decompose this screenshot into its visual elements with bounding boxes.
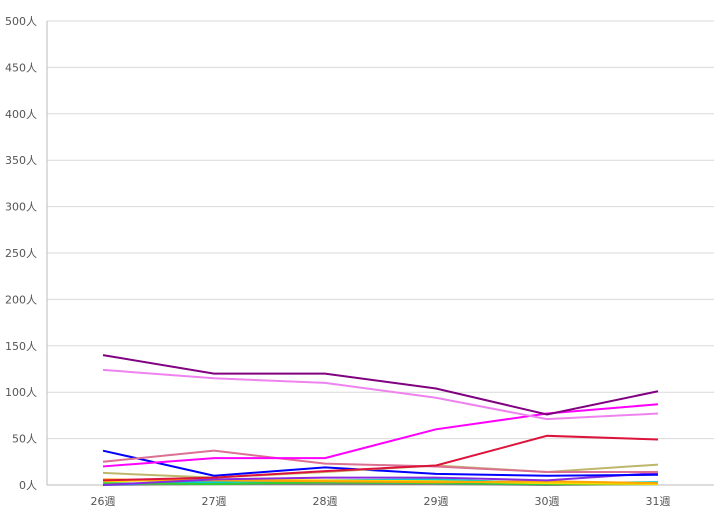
y-tick-label: 250人 [5,247,37,260]
x-tick-label: 26週 [91,495,116,508]
series-line [102,434,659,482]
y-tick-label: 150人 [5,340,37,353]
x-tick-label: 28週 [313,495,338,508]
series-line [102,449,658,474]
series-line [102,449,659,477]
series-line [102,471,659,486]
y-tick-label: 350人 [5,154,37,167]
y-tick-label: 100人 [5,386,37,399]
series-line [102,403,659,468]
x-tick-label: 29週 [424,495,449,508]
y-tick-label: 450人 [5,61,37,74]
y-tick-label: 400人 [5,108,37,121]
x-tick-label: 31週 [646,495,671,508]
x-tick-label: 27週 [202,495,227,508]
y-tick-label: 300人 [5,201,37,214]
series-line [102,368,659,421]
y-tick-label: 200人 [5,293,37,306]
series-line [102,354,659,416]
y-tick-label: 50人 [12,433,37,446]
x-tick-label: 30週 [535,495,560,508]
y-tick-label: 500人 [5,15,37,28]
y-tick-label: 0人 [19,479,37,492]
